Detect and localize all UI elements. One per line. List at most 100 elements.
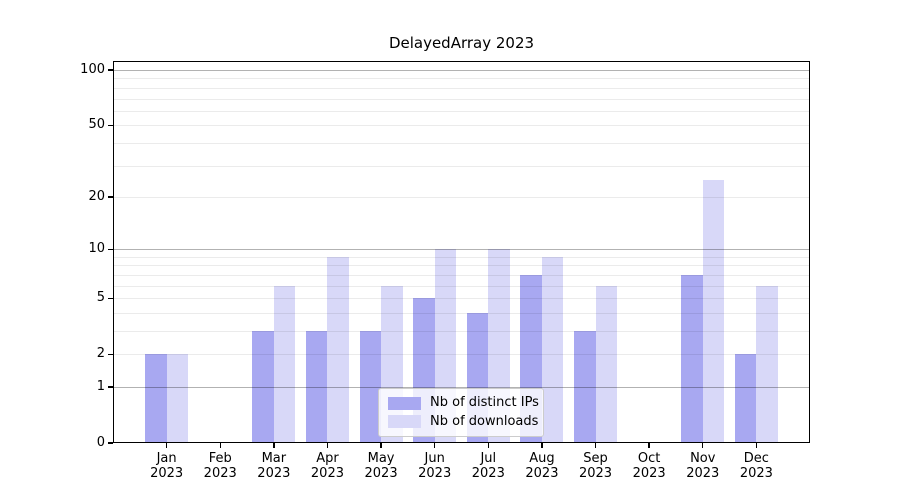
x-tick-year-feb: 2023: [203, 466, 237, 481]
x-tick-label-jun: Jun 2023: [403, 451, 467, 481]
y-tick-label-50: 50: [88, 117, 105, 133]
y-tick-mark-10: [108, 248, 113, 250]
x-tick-year-apr: 2023: [310, 466, 344, 481]
gridlines-layer: [113, 61, 810, 443]
legend-label-distinct-ips: Nb of distinct IPs: [430, 395, 539, 411]
gridline-major-10: [113, 249, 810, 251]
gridline-major-100: [113, 70, 810, 72]
x-tick-month-jul: Jul: [480, 451, 497, 466]
gridline-minor-30: [113, 165, 810, 167]
x-tick-mark-jul: [487, 443, 489, 448]
gridline-minor-90: [113, 78, 810, 80]
x-tick-month-apr: Apr: [316, 451, 339, 466]
bar-distinct_ips-may: [359, 330, 382, 443]
bar-downloads-dec: [756, 285, 778, 443]
y-tick-mark-2: [108, 353, 113, 355]
x-tick-month-jun: Jun: [424, 451, 445, 466]
bar-downloads-sep: [595, 285, 618, 443]
x-tick-mark-aug: [541, 443, 543, 448]
bar-distinct_ips-jan: [145, 354, 167, 443]
gridline-minor-20: [113, 196, 810, 198]
legend-swatch-distinct-ips: [388, 396, 421, 410]
x-tick-mark-nov: [702, 443, 704, 448]
y-tick-label-1: 1: [96, 378, 105, 394]
legend-swatch-downloads: [388, 415, 421, 429]
y-tick-mark-0: [108, 442, 113, 444]
bar-downloads-aug: [541, 256, 564, 443]
x-tick-label-nov: Nov 2023: [671, 451, 735, 481]
x-tick-month-mar: Mar: [261, 451, 287, 466]
x-tick-label-apr: Apr 2023: [295, 451, 359, 481]
bar-downloads-nov: [702, 179, 725, 443]
x-tick-year-nov: 2023: [686, 466, 720, 481]
bar-downloads-apr: [327, 256, 349, 443]
x-tick-mark-apr: [326, 443, 329, 448]
bar-distinct_ips-dec: [734, 354, 757, 443]
plot-area: Nb of distinct IPs Nb of downloads: [113, 61, 810, 443]
y-tick-mark-1: [108, 386, 113, 388]
x-tick-mark-feb: [219, 443, 221, 448]
gridline-minor-4: [113, 312, 810, 314]
gridline-minor-3: [113, 330, 810, 332]
legend-label-downloads: Nb of downloads: [430, 413, 539, 429]
x-tick-label-oct: Oct 2023: [617, 451, 681, 481]
bar-distinct_ips-mar: [252, 330, 274, 443]
gridline-minor-70: [113, 98, 810, 100]
x-tick-label-feb: Feb 2023: [188, 451, 252, 481]
x-tick-mark-mar: [273, 443, 275, 448]
x-tick-month-nov: Nov: [690, 451, 716, 466]
y-tick-label-100: 100: [80, 62, 105, 78]
x-tick-label-aug: Aug 2023: [510, 451, 574, 481]
legend: Nb of distinct IPs Nb of downloads: [378, 388, 544, 437]
x-tick-month-jan: Jan: [156, 451, 177, 466]
y-tick-label-0: 0: [96, 435, 105, 450]
x-tick-mark-jun: [433, 443, 436, 448]
x-tick-year-aug: 2023: [525, 466, 559, 481]
gridline-minor-7: [113, 274, 810, 276]
gridline-minor-6: [113, 285, 810, 287]
x-tick-year-dec: 2023: [739, 466, 773, 481]
x-tick-label-dec: Dec 2023: [724, 451, 788, 481]
x-tick-mark-oct: [648, 443, 650, 448]
y-tick-label-10: 10: [88, 241, 105, 257]
x-tick-label-may: May 2023: [349, 451, 413, 481]
legend-item-distinct-ips: Nb of distinct IPs: [388, 395, 539, 411]
x-tick-mark-dec: [755, 443, 758, 448]
y-tick-mark-50: [108, 124, 113, 126]
gridline-minor-5: [113, 298, 810, 300]
x-tick-mark-may: [380, 443, 382, 448]
x-tick-year-mar: 2023: [257, 466, 291, 481]
y-tick-label-5: 5: [96, 290, 105, 306]
y-tick-label-2: 2: [96, 346, 105, 362]
bar-distinct_ips-sep: [574, 330, 596, 443]
chart-title: DelayedArray 2023: [388, 34, 535, 52]
x-tick-month-feb: Feb: [208, 451, 232, 466]
x-tick-month-dec: Dec: [743, 451, 769, 466]
x-tick-month-sep: Sep: [583, 451, 608, 466]
x-tick-year-jan: 2023: [150, 466, 184, 481]
y-tick-label-20: 20: [88, 188, 105, 204]
bar-downloads-mar: [273, 285, 296, 443]
x-tick-month-may: May: [367, 451, 395, 466]
gridline-minor-40: [113, 142, 810, 144]
x-tick-month-oct: Oct: [637, 451, 661, 466]
x-tick-mark-sep: [594, 443, 597, 448]
gridline-minor-80: [113, 87, 810, 89]
y-tick-mark-100: [108, 69, 113, 71]
bar-distinct_ips-nov: [681, 274, 703, 443]
bar-distinct_ips-apr: [305, 330, 328, 443]
bar-downloads-jan: [166, 354, 189, 443]
gridline-major-1: [113, 386, 810, 388]
legend-item-downloads: Nb of downloads: [388, 414, 538, 430]
x-tick-year-sep: 2023: [578, 466, 613, 481]
x-tick-mark-jan: [165, 443, 168, 448]
gridline-minor-2: [113, 354, 810, 356]
x-tick-year-jun: 2023: [418, 466, 452, 481]
x-tick-label-jan: Jan 2023: [135, 451, 199, 481]
gridline-minor-50: [113, 125, 810, 127]
x-tick-year-oct: 2023: [632, 466, 666, 481]
x-tick-label-sep: Sep 2023: [564, 451, 628, 481]
y-tick-mark-20: [108, 196, 113, 198]
x-tick-label-mar: Mar 2023: [242, 451, 306, 481]
